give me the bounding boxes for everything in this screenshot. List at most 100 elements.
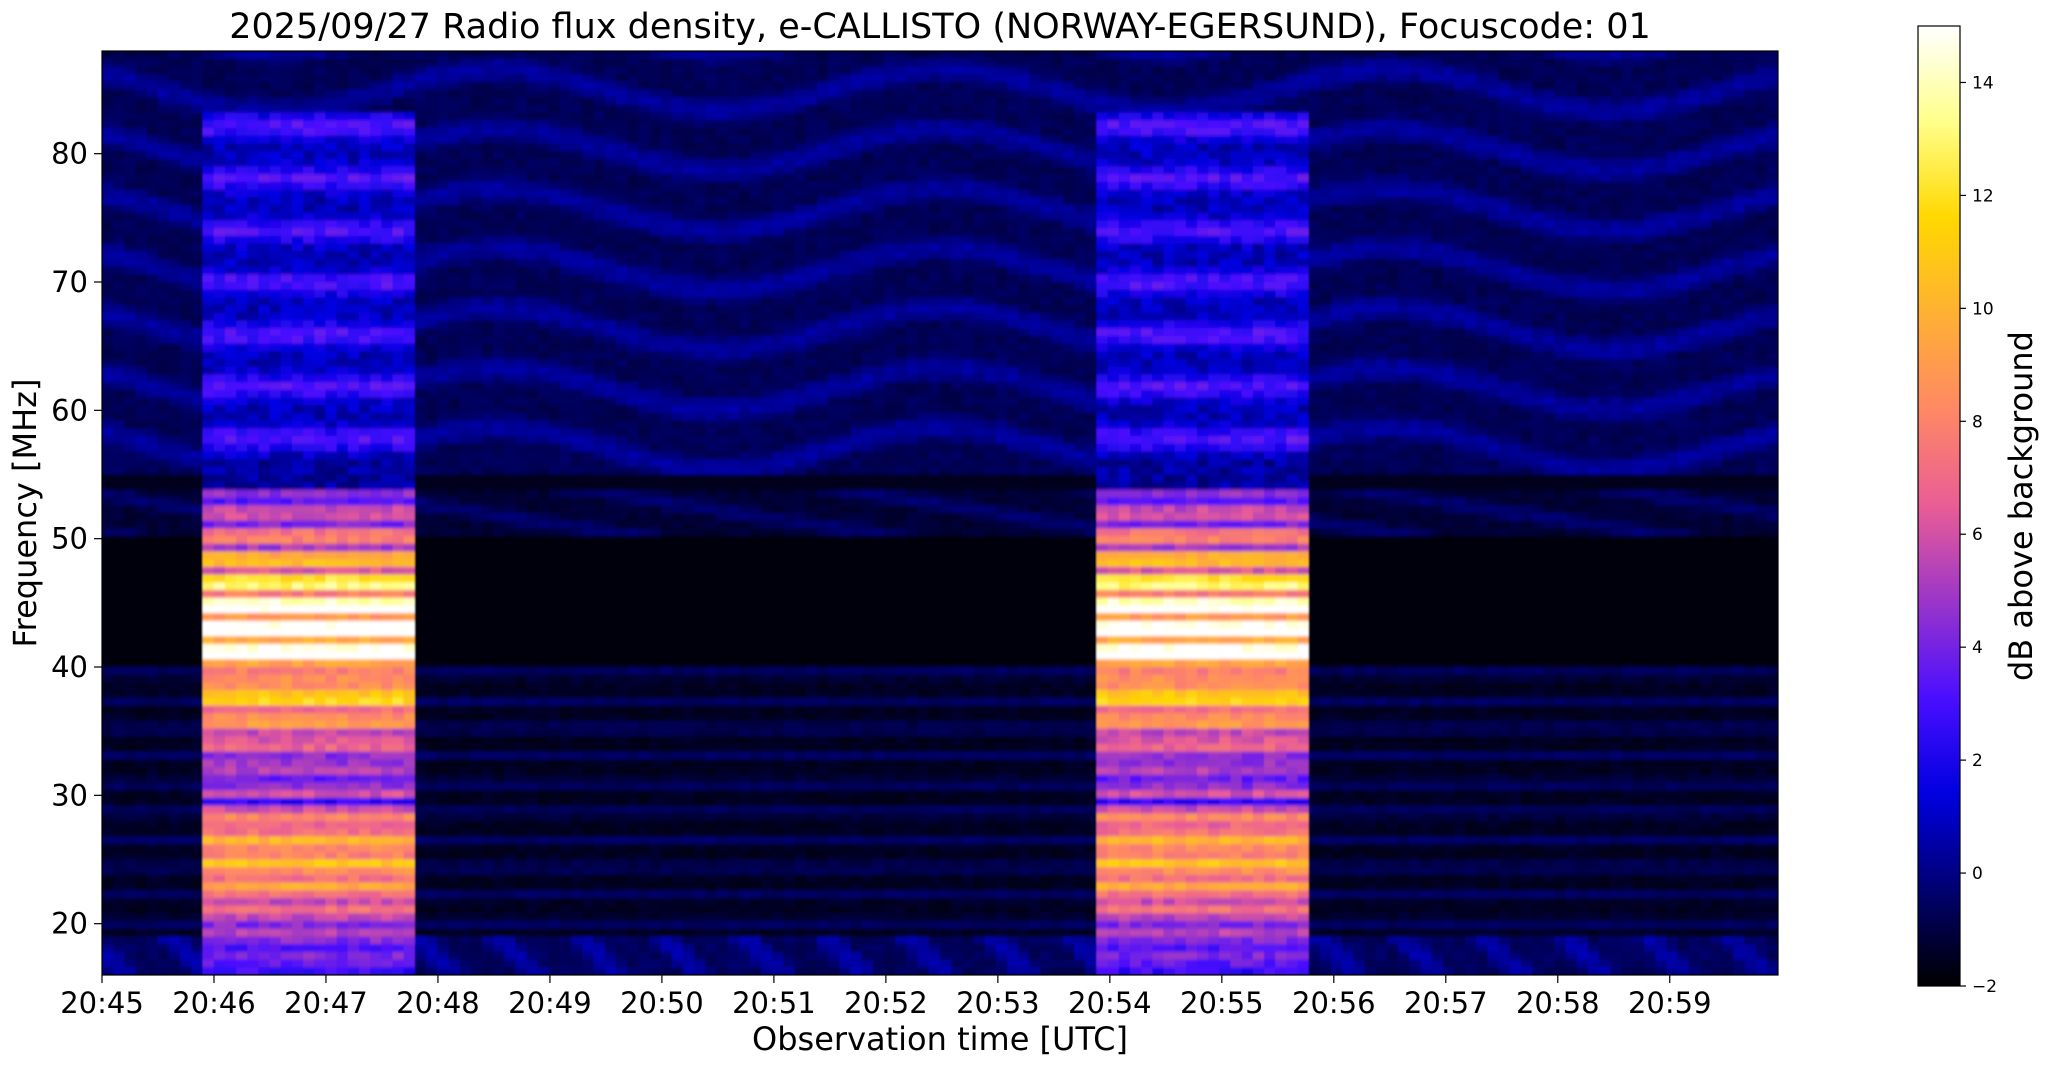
heatmap-cell [314, 674, 327, 683]
heatmap-cell [303, 751, 315, 760]
heatmap-cell [381, 505, 394, 514]
heatmap-cell [102, 428, 114, 437]
heatmap-cell [291, 428, 304, 437]
heatmap-cell [202, 528, 215, 537]
heatmap-cell [403, 220, 416, 229]
heatmap-cell [548, 751, 561, 760]
heatmap-cell [414, 274, 427, 283]
heatmap-cell [493, 674, 505, 683]
heatmap-cell [426, 944, 438, 953]
heatmap-cell [448, 228, 461, 237]
heatmap-cell [280, 104, 293, 114]
heatmap-cell [224, 566, 237, 576]
heatmap-cell [213, 51, 226, 60]
heatmap-cell [437, 759, 449, 768]
heatmap-cell [548, 351, 561, 360]
heatmap-cell [258, 405, 271, 414]
heatmap-cell [381, 474, 394, 483]
heatmap-cell [448, 751, 461, 760]
heatmap-cell [548, 828, 561, 837]
heatmap-cell [414, 151, 427, 160]
heatmap-cell [347, 828, 360, 837]
heatmap-cell [336, 397, 349, 406]
heatmap-cell [414, 682, 427, 691]
heatmap-cell [135, 536, 148, 545]
heatmap-cell [157, 351, 170, 360]
heatmap-cell [269, 451, 282, 460]
heatmap-cell [515, 220, 528, 229]
heatmap-cell [258, 566, 271, 576]
heatmap-cell [314, 466, 327, 476]
heatmap-cell [336, 797, 349, 807]
heatmap-cell [280, 443, 293, 452]
heatmap-cell [325, 828, 338, 837]
heatmap-cell [157, 620, 170, 630]
heatmap-cell [224, 805, 237, 814]
heatmap-cell [191, 543, 204, 553]
heatmap-cell [224, 181, 237, 191]
heatmap-cell [102, 913, 114, 922]
heatmap-cell [493, 651, 505, 660]
heatmap-cell [325, 174, 338, 183]
heatmap-cell [481, 297, 494, 306]
heatmap-cell [113, 120, 125, 129]
heatmap-cell [493, 744, 505, 753]
heatmap-cell [325, 151, 338, 160]
heatmap-cell [526, 751, 539, 760]
heatmap-cell [191, 374, 204, 383]
heatmap-cell [291, 405, 304, 414]
heatmap-cell [213, 967, 226, 975]
heatmap-cell [336, 566, 349, 576]
heatmap-cell [247, 890, 260, 899]
heatmap-cell [224, 728, 237, 737]
heatmap-cell [146, 790, 159, 799]
heatmap-cell [504, 228, 517, 237]
heatmap-cell [526, 674, 539, 683]
heatmap-cell [459, 559, 472, 568]
heatmap-cell [113, 728, 125, 737]
heatmap-cell [269, 828, 282, 837]
heatmap-cell [169, 905, 181, 914]
heatmap-cell [303, 836, 315, 845]
heatmap-cell [169, 135, 181, 144]
heatmap-cell [370, 813, 382, 822]
heatmap-cell [191, 220, 204, 229]
heatmap-cell [157, 874, 170, 884]
heatmap-cell [247, 867, 260, 876]
heatmap-cell [459, 266, 472, 275]
heatmap-cell [537, 274, 550, 283]
heatmap-cell [437, 343, 449, 352]
heatmap-cell [414, 944, 427, 953]
heatmap-cell [392, 166, 405, 175]
heatmap-cell [481, 436, 494, 445]
heatmap-cell [470, 967, 483, 975]
heatmap-cell [426, 428, 438, 437]
heatmap-cell [146, 428, 159, 437]
heatmap-cell [370, 505, 382, 514]
heatmap-cell [314, 536, 327, 545]
heatmap-cell [146, 836, 159, 845]
heatmap-cell [403, 651, 416, 660]
heatmap-cell [381, 451, 394, 460]
heatmap-cell [381, 582, 394, 591]
heatmap-cell [191, 58, 204, 67]
heatmap-cell [504, 543, 517, 553]
heatmap-cell [247, 513, 260, 522]
heatmap-cell [504, 443, 517, 452]
heatmap-cell [291, 335, 304, 345]
heatmap-cell [347, 874, 360, 884]
heatmap-cell [403, 497, 416, 506]
heatmap-cell [426, 513, 438, 522]
heatmap-cell [459, 605, 472, 614]
heatmap-cell [493, 728, 505, 737]
heatmap-cell [392, 228, 405, 237]
heatmap-cell [135, 459, 148, 468]
heatmap-cell [481, 58, 494, 67]
heatmap-cell [392, 189, 405, 198]
heatmap-cell [392, 436, 405, 445]
heatmap-cell [560, 520, 572, 529]
heatmap-cell [515, 258, 528, 268]
heatmap-cell [314, 89, 327, 98]
heatmap-cell [180, 343, 192, 352]
heatmap-cell [169, 289, 181, 298]
